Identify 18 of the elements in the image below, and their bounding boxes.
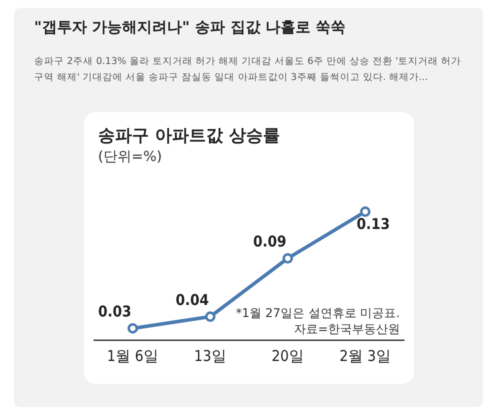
chart-title: "갭투자 가능해지려나" 송파 집값 나홀로 쑥쑥 — [34, 18, 346, 37]
point — [128, 323, 138, 334]
x-tick-label: 13일 — [194, 346, 226, 365]
point — [360, 206, 370, 217]
chart-subtitle: 송파구 2주새 0.13% 올라 토지거래 허가 해제 기대감 서울도 6주 만에 상승 전환 '토지거래 허가구역 해제' 기대감에 서울 송파구 잠실동 일대 아파트값이 3주째 들썩이고 있다. 해제가... — [34, 55, 462, 85]
x-tick-label: 20일 — [272, 346, 304, 365]
point — [282, 253, 293, 264]
text: (단위=%) — [98, 148, 162, 166]
annotation: 자료=한국부동산원 — [294, 322, 400, 336]
x-tick-label: 1월 6일 — [107, 346, 158, 365]
annotation: *1월 27일은 설연휴로 미공표. — [236, 306, 400, 320]
text: 송파구 아파트값 상승률 — [98, 125, 280, 147]
data-label: 0.03 — [98, 302, 132, 321]
data-label: 0.13 — [356, 215, 390, 234]
x-tick-label: 2월 3일 — [340, 346, 391, 365]
data-label: 0.09 — [253, 232, 286, 251]
point — [205, 311, 216, 322]
data-label: 0.04 — [176, 291, 209, 310]
